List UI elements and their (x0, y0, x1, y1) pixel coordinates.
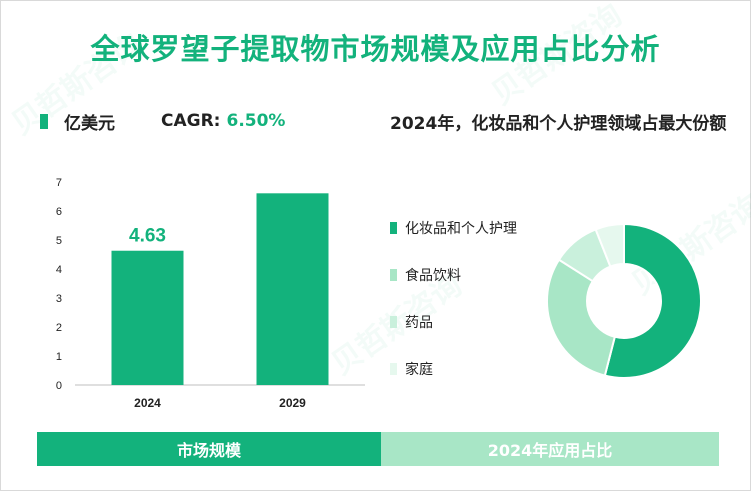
legend-label: 食品饮料 (405, 268, 461, 284)
page-title: 全球罗望子提取物市场规模及应用占比分析 (90, 32, 661, 66)
y-tick-label: 0 (56, 380, 62, 392)
bar-data-label: 4.63 (129, 226, 166, 247)
legend-swatch (390, 363, 397, 375)
legend-label: 化妆品和个人护理 (405, 221, 517, 237)
donut-slice (594, 222, 625, 268)
x-tick-label: 2029 (279, 396, 306, 410)
footer-market-size: 市场规模 (37, 432, 381, 466)
legend-swatch (390, 316, 397, 328)
unit-label: 亿美元 (64, 113, 115, 134)
donut-chart (546, 222, 702, 379)
footer-application-share: 2024年应用占比 (381, 432, 719, 466)
legend-label: 药品 (405, 315, 433, 331)
y-tick-label: 2 (56, 322, 62, 334)
legend-label: 家庭 (405, 362, 433, 378)
bar-legend-swatch (40, 113, 48, 129)
donut-slice (546, 258, 617, 377)
y-tick-label: 5 (56, 235, 62, 247)
legend-item: 药品 (390, 312, 517, 332)
donut-slice (603, 222, 702, 379)
legend-swatch (390, 269, 397, 281)
bar-2029 (256, 193, 329, 385)
y-tick-label: 1 (56, 351, 62, 363)
bar-legend: 亿美元 CAGR: 6.50% (40, 109, 286, 134)
bar-2024 (111, 250, 184, 385)
y-tick-label: 3 (56, 293, 62, 305)
y-tick-label: 7 (56, 177, 62, 189)
cagr-value: 6.50% (226, 111, 286, 131)
cagr-label: CAGR: (161, 111, 221, 131)
pie-title: 2024年，化妆品和个人护理领域占最大份额 (390, 114, 727, 134)
x-tick-label: 2024 (134, 396, 161, 410)
bar-chart: 0 1 2 3 4 5 6 7 2024 4.63 2029 (56, 177, 365, 410)
y-tick-label: 6 (56, 206, 62, 218)
legend-swatch (390, 222, 397, 234)
y-tick-label: 4 (56, 264, 62, 276)
legend-item: 化妆品和个人护理 (390, 218, 517, 238)
pie-legend: 化妆品和个人护理 食品饮料药品家庭 (390, 218, 517, 406)
legend-item: 家庭 (390, 359, 517, 379)
legend-item: 食品饮料 (390, 265, 517, 285)
